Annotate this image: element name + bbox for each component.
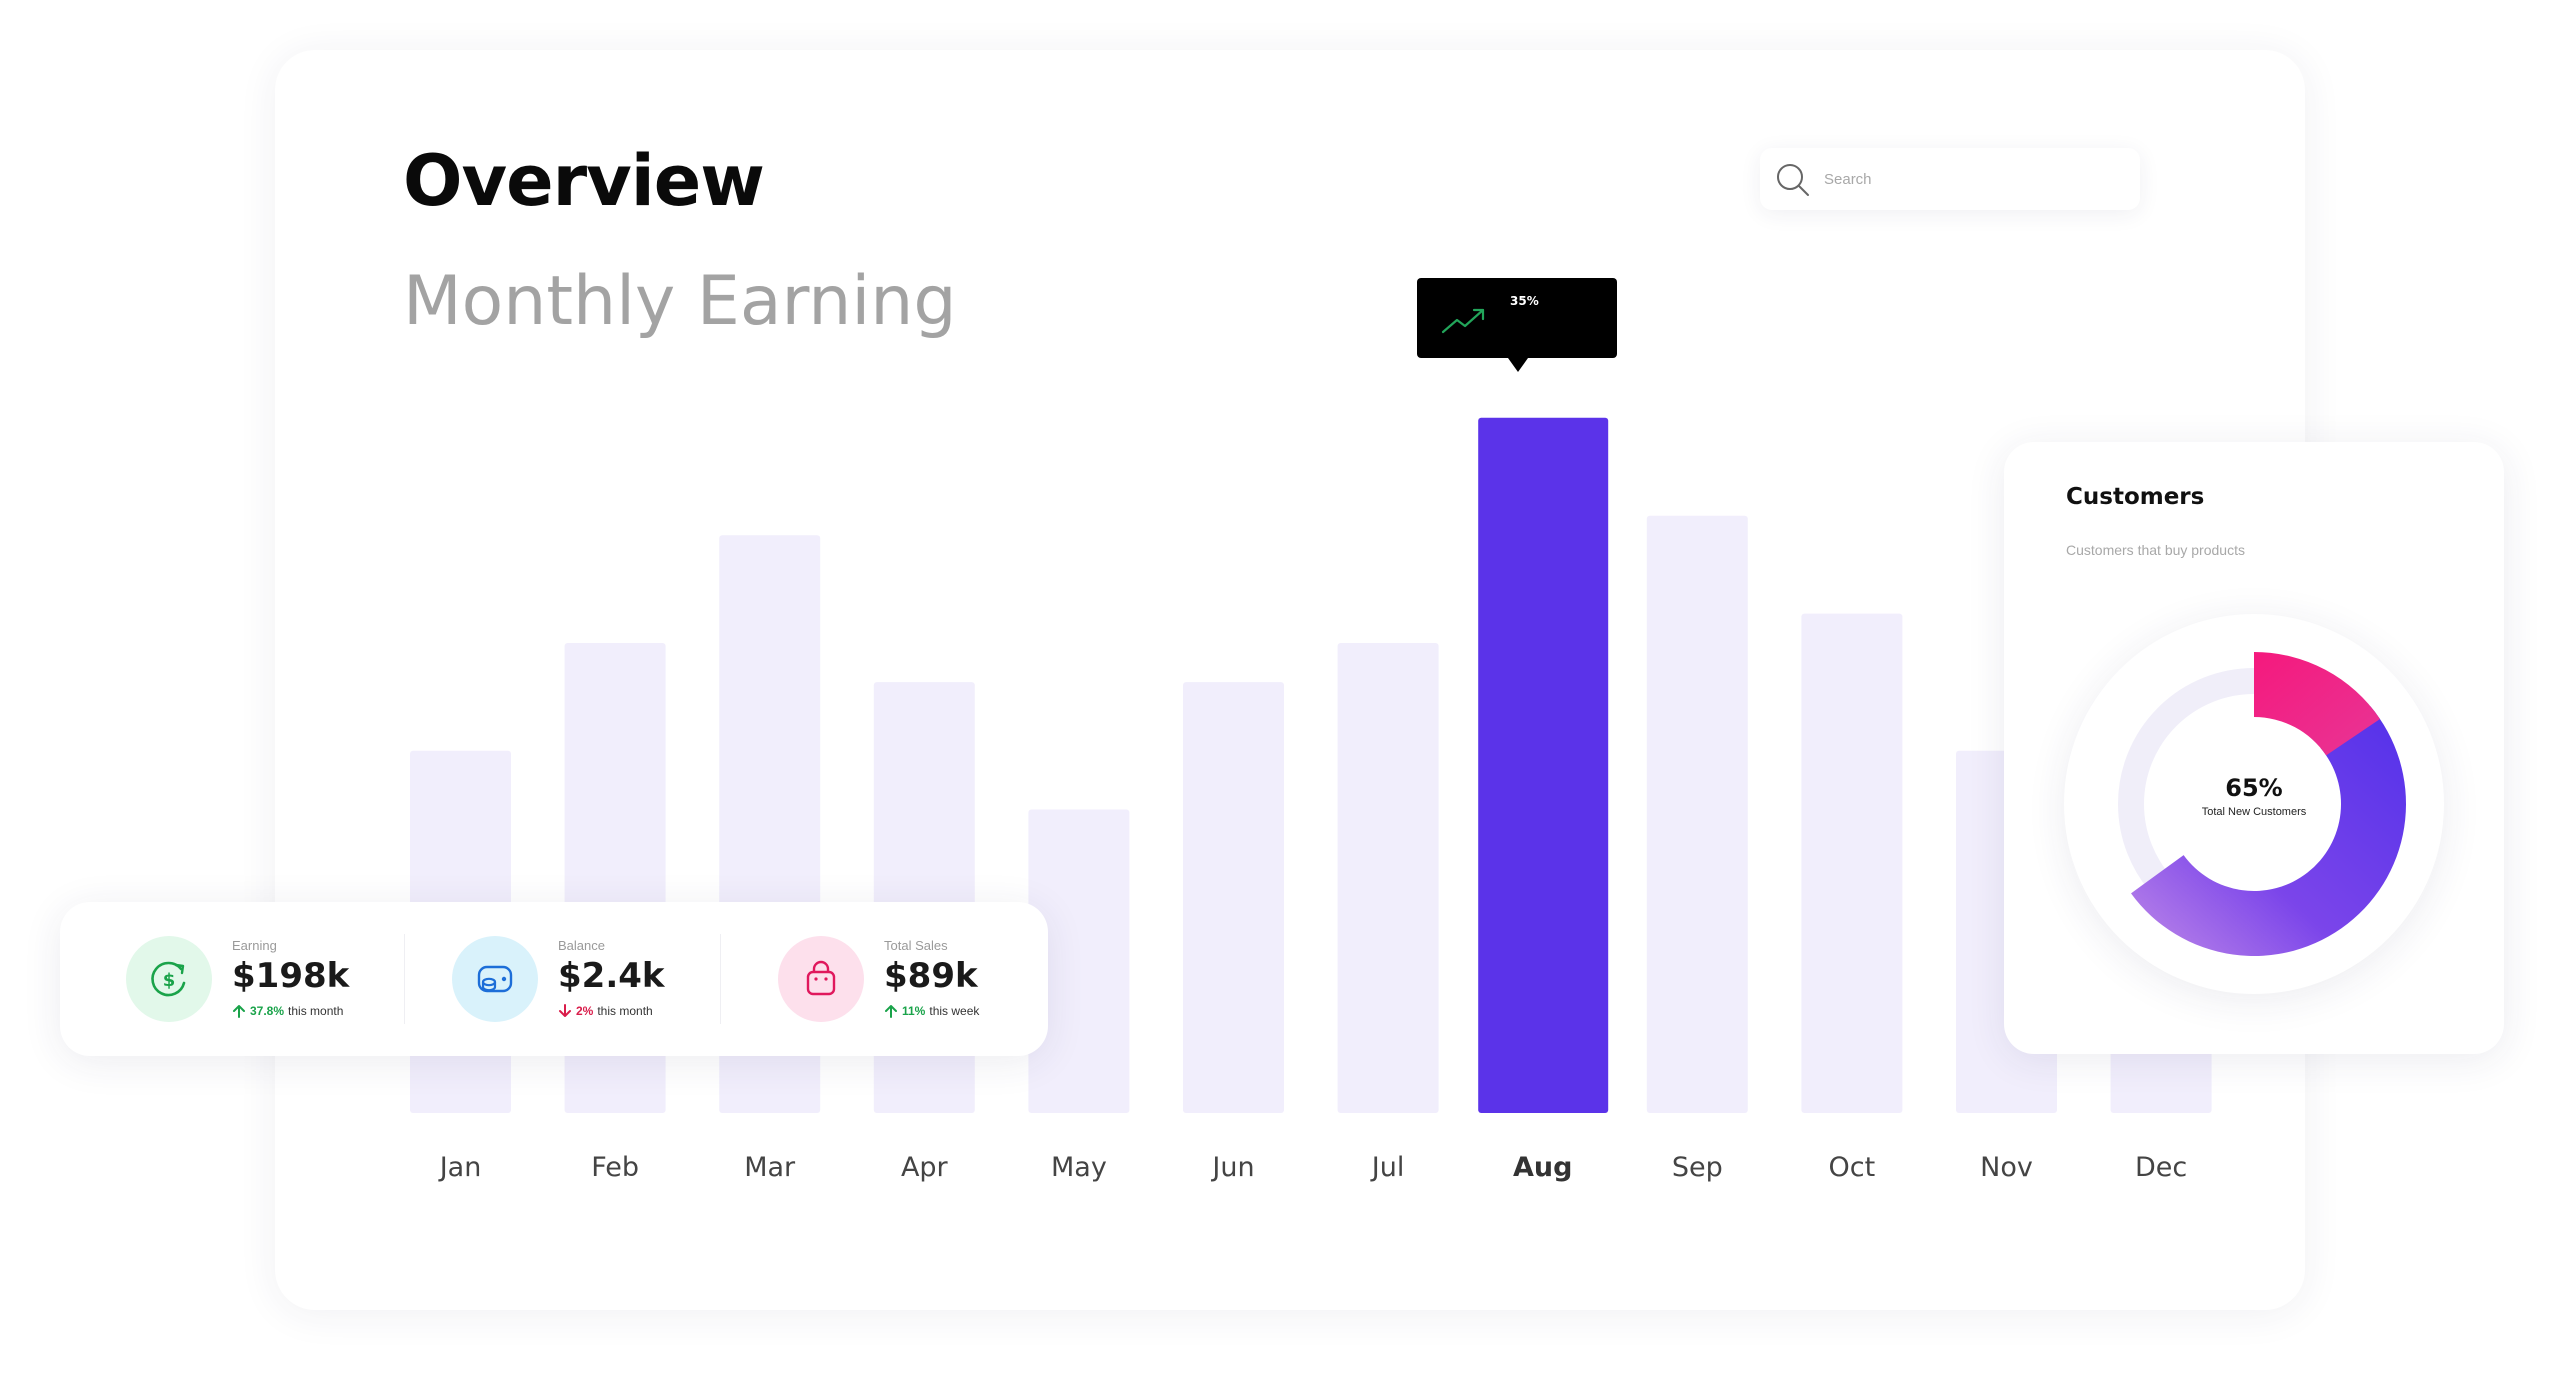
stat-divider (720, 934, 721, 1024)
stat-change-period: this week (929, 1004, 980, 1018)
stat-change: 37.8% this month (232, 1004, 343, 1018)
tooltip-value: 35% (1510, 294, 1539, 308)
month-label-feb: Feb (591, 1152, 639, 1183)
stat-total-sales: Total Sales $89k 11% this week (778, 934, 1018, 1024)
month-label-mar: Mar (744, 1152, 796, 1183)
bar-tooltip: 35% (1417, 278, 1617, 372)
search-input[interactable] (1822, 160, 2126, 198)
month-label-jan: Jan (438, 1152, 482, 1183)
arrow-up-icon (885, 1005, 897, 1018)
month-label-sep: Sep (1672, 1152, 1723, 1183)
stat-change-period: this month (597, 1004, 653, 1018)
stat-label: Earning (232, 938, 277, 953)
stat-value: $198k (232, 956, 350, 996)
bar-sep[interactable] (1646, 515, 1748, 1113)
shopping-bag-icon (778, 936, 864, 1022)
search-box[interactable] (1760, 148, 2140, 210)
bar-jul[interactable] (1337, 643, 1439, 1113)
page-title: Overview (403, 140, 765, 222)
month-label-aug: Aug (1513, 1152, 1572, 1183)
month-label-apr: Apr (901, 1152, 949, 1183)
arrow-down-icon (559, 1004, 571, 1017)
stat-label: Total Sales (884, 938, 948, 953)
stat-value: $89k (884, 956, 978, 996)
customers-subtitle: Customers that buy products (2066, 542, 2245, 558)
stat-change-value: 11% (902, 1004, 926, 1018)
stat-change: 11% this week (884, 1004, 979, 1018)
customers-title: Customers (2066, 484, 2205, 510)
svg-text:$: $ (163, 970, 176, 991)
stat-change: 2% this month (558, 1004, 653, 1018)
month-label-may: May (1051, 1152, 1107, 1183)
donut-percent: 65% (2225, 774, 2283, 802)
month-label-jun: Jun (1210, 1152, 1254, 1183)
stat-change-period: this month (288, 1004, 344, 1018)
section-title: Monthly Earning (403, 262, 957, 341)
bar-aug[interactable] (1478, 417, 1609, 1114)
donut-caption: Total New Customers (2201, 806, 2307, 818)
stat-change-value: 2% (576, 1004, 594, 1018)
month-label-dec: Dec (2135, 1152, 2187, 1183)
donut-segment-secondary (2254, 652, 2381, 756)
customers-card: Customers Customers that buy products 65… (2004, 442, 2504, 1054)
bar-oct[interactable] (1801, 613, 1903, 1113)
search-icon (1777, 164, 1809, 196)
stat-earning: $ Earning $198k 37.8% this month (126, 934, 366, 1024)
bar-jun[interactable] (1183, 682, 1284, 1113)
month-label-oct: Oct (1829, 1152, 1876, 1183)
stats-card: $ Earning $198k 37.8% this month Balance… (60, 902, 1048, 1056)
month-label-nov: Nov (1980, 1152, 2033, 1183)
stat-balance: Balance $2.4k 2% this month (452, 934, 692, 1024)
stat-value: $2.4k (558, 956, 665, 996)
arrow-up-icon (233, 1005, 245, 1018)
bar-may[interactable] (1028, 809, 1130, 1113)
trending-up-icon (1441, 308, 1485, 334)
donut-segment-primary (2131, 706, 2406, 956)
stat-change-value: 37.8% (250, 1004, 285, 1018)
dollar-refresh-icon: $ (126, 936, 212, 1022)
stat-label: Balance (558, 938, 605, 953)
customers-donut: 65% Total New Customers (2064, 614, 2444, 994)
stat-divider (404, 934, 405, 1024)
month-label-jul: Jul (1370, 1152, 1405, 1183)
wallet-icon (452, 936, 538, 1022)
